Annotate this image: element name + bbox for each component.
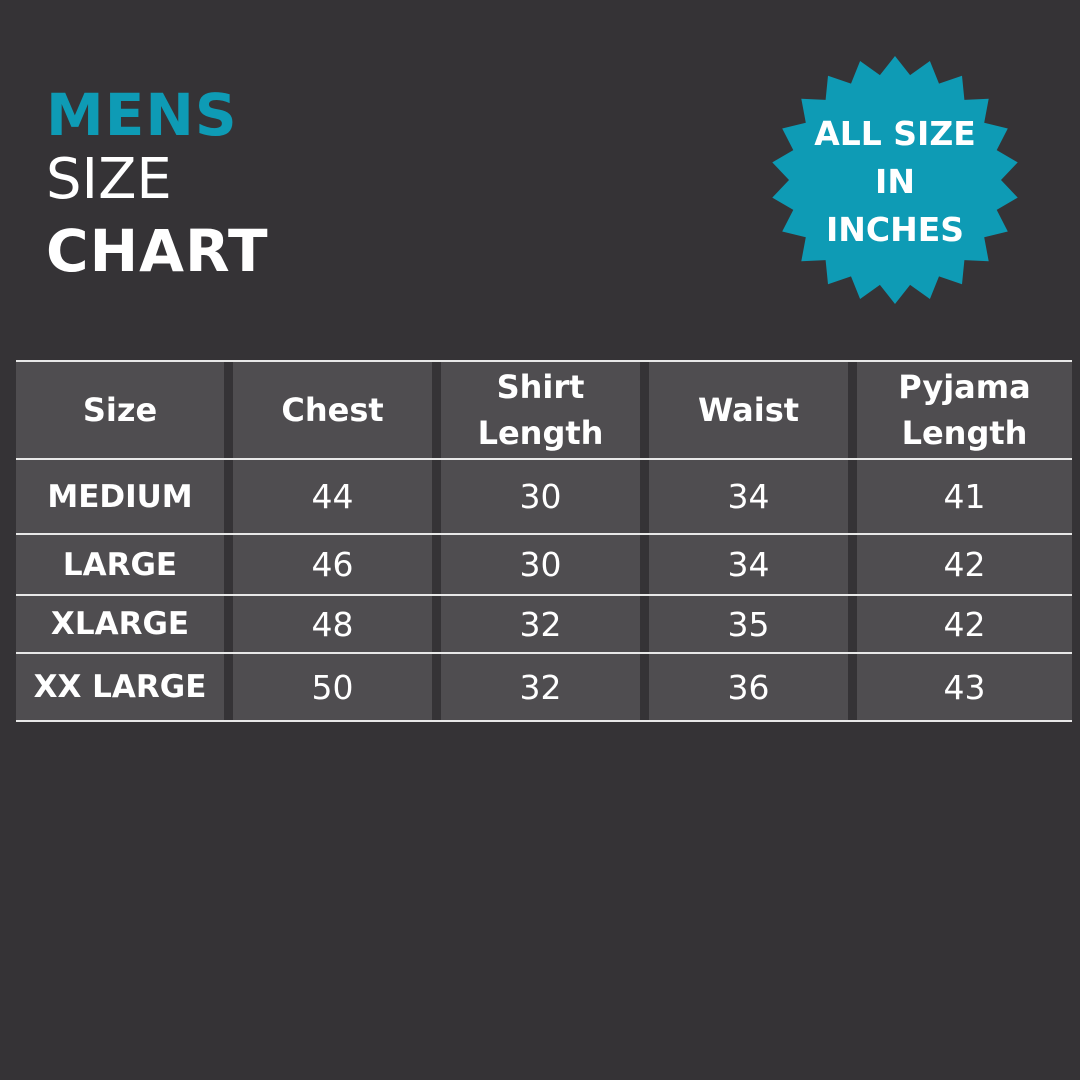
starburst-shape (772, 56, 1018, 304)
badge-line-3: INCHES (825, 210, 965, 249)
measurement-cell: 36 (649, 653, 848, 721)
measurement-cell: 32 (441, 653, 640, 721)
measurement-cell: 41 (857, 459, 1072, 534)
row-divider (16, 720, 1072, 722)
measurement-cell: 44 (233, 459, 432, 534)
size-label-cell: XLARGE (16, 595, 224, 653)
starburst-icon (772, 56, 1018, 304)
row-divider (16, 652, 1072, 654)
measurement-cell: 34 (649, 534, 848, 595)
measurement-cell: 30 (441, 534, 640, 595)
title-mens: MENS (46, 81, 238, 149)
measurement-cell: 42 (857, 534, 1072, 595)
size-label-cell: MEDIUM (16, 459, 224, 534)
measurement-cell: 50 (233, 653, 432, 721)
row-divider (16, 360, 1072, 362)
measurement-cell: 42 (857, 595, 1072, 653)
column-header: Chest (233, 361, 432, 459)
title-size: SIZE (46, 147, 172, 212)
row-divider (16, 458, 1072, 460)
column-header: Size (16, 361, 224, 459)
column-header: Waist (649, 361, 848, 459)
title-chart: CHART (46, 217, 269, 285)
column-header: Pyjama Length (857, 361, 1072, 459)
units-badge: ALL SIZE IN INCHES (770, 110, 1020, 254)
row-divider (16, 594, 1072, 596)
size-label-cell: LARGE (16, 534, 224, 595)
column-header: Shirt Length (441, 361, 640, 459)
measurement-cell: 34 (649, 459, 848, 534)
measurement-cell: 35 (649, 595, 848, 653)
measurement-cell: 32 (441, 595, 640, 653)
measurement-cell: 43 (857, 653, 1072, 721)
badge-line-1: ALL SIZE (814, 114, 976, 153)
measurement-cell: 30 (441, 459, 640, 534)
measurement-cell: 46 (233, 534, 432, 595)
size-label-cell: XX LARGE (16, 653, 224, 721)
measurement-cell: 48 (233, 595, 432, 653)
badge-line-2: IN (875, 162, 915, 201)
row-divider (16, 533, 1072, 535)
